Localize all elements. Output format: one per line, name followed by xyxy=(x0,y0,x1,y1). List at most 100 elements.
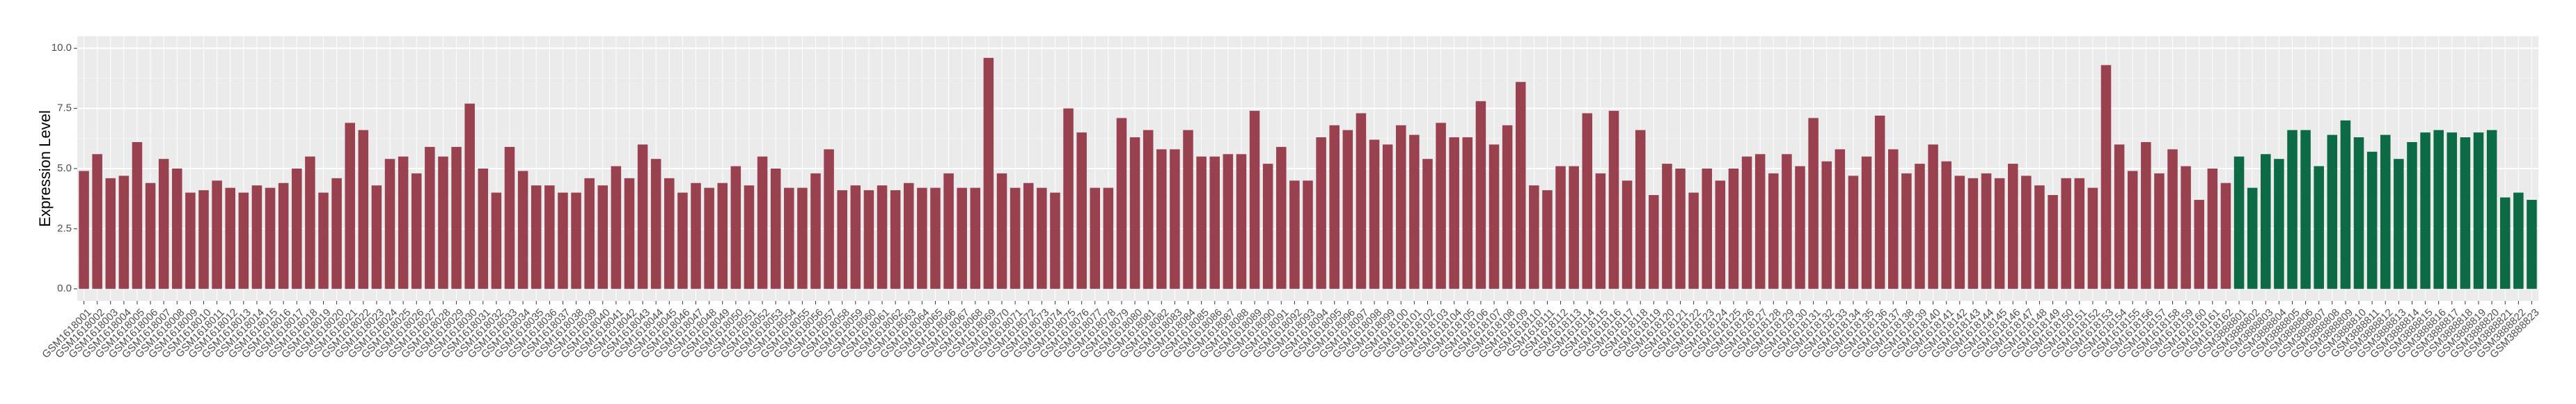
bar xyxy=(2366,151,2378,289)
y-axis-title: Expression Level xyxy=(36,110,54,227)
bar xyxy=(1941,161,1951,289)
bar xyxy=(1236,154,1247,289)
bar xyxy=(1063,108,1074,289)
bar xyxy=(1569,166,1579,289)
bar xyxy=(1874,116,1885,289)
bar xyxy=(1808,118,1819,289)
y-tick-label: 5.0 xyxy=(57,162,72,174)
bar xyxy=(983,58,994,289)
bar xyxy=(1449,137,1459,289)
bar xyxy=(1715,180,1726,289)
bar xyxy=(278,182,289,289)
bar xyxy=(265,187,276,289)
bar xyxy=(2127,171,2138,289)
bar xyxy=(1741,156,1752,289)
bar xyxy=(1276,146,1287,289)
bar xyxy=(118,176,129,289)
bar xyxy=(185,192,196,289)
bar xyxy=(2074,178,2085,289)
bar xyxy=(451,146,462,289)
bar xyxy=(158,159,169,289)
bar xyxy=(1170,149,1180,289)
bar xyxy=(371,185,382,289)
y-tick-label: 0.0 xyxy=(57,283,72,295)
bar xyxy=(2340,120,2351,289)
bar xyxy=(398,156,409,289)
bar xyxy=(2486,130,2497,289)
bar xyxy=(2447,132,2458,289)
bar xyxy=(318,192,329,289)
bar xyxy=(1861,156,1872,289)
bar xyxy=(1156,149,1167,289)
bar xyxy=(198,190,209,289)
bar xyxy=(624,178,635,289)
bar xyxy=(225,187,236,289)
bar xyxy=(1675,169,1686,289)
bar xyxy=(1489,144,1500,289)
bar xyxy=(251,185,262,289)
y-tick-label: 7.5 xyxy=(57,102,72,114)
bar xyxy=(2021,176,2032,289)
bar xyxy=(1422,159,1433,289)
bar xyxy=(1037,187,1047,289)
bar xyxy=(1249,111,1260,289)
bar xyxy=(770,169,781,289)
bar xyxy=(2048,195,2058,289)
bar xyxy=(2274,159,2284,289)
bar xyxy=(1968,178,1979,289)
bar xyxy=(850,185,861,289)
bar xyxy=(784,187,794,289)
bar xyxy=(1395,125,1406,289)
bar xyxy=(917,187,927,289)
bar xyxy=(2460,137,2471,289)
bar xyxy=(1542,190,1553,289)
bar xyxy=(132,142,143,289)
bar xyxy=(957,187,967,289)
bar xyxy=(2194,199,2205,289)
bar xyxy=(1621,180,1633,289)
bar xyxy=(1768,173,1779,289)
bar xyxy=(464,103,475,289)
bar xyxy=(1688,192,1699,289)
bar xyxy=(2100,65,2112,289)
bar xyxy=(2233,156,2245,289)
bar xyxy=(1702,169,1713,289)
bar xyxy=(2499,197,2511,289)
bar xyxy=(411,173,422,289)
bar xyxy=(425,146,435,289)
bar xyxy=(1196,156,1207,289)
bar xyxy=(2380,134,2391,289)
bar xyxy=(2141,142,2151,289)
bar xyxy=(1782,154,1792,289)
bar xyxy=(1289,180,1300,289)
bar xyxy=(2353,137,2364,289)
bar xyxy=(890,190,901,289)
bar xyxy=(504,146,515,289)
bar xyxy=(79,171,89,289)
bar xyxy=(1129,137,1140,289)
bar xyxy=(1369,139,1380,289)
bar xyxy=(717,182,728,289)
bar xyxy=(558,192,568,289)
bar xyxy=(903,182,914,289)
bar xyxy=(2154,173,2165,289)
bar xyxy=(292,169,302,289)
bar xyxy=(1183,130,1193,289)
y-tick-label: 10.0 xyxy=(52,42,72,54)
bar xyxy=(1582,113,1593,289)
bar xyxy=(331,178,342,289)
bar xyxy=(2433,130,2444,289)
bar xyxy=(1754,154,1766,289)
bar xyxy=(1529,185,1539,289)
bar xyxy=(1342,130,1353,289)
bar xyxy=(1981,173,1992,289)
bar xyxy=(1116,118,1127,289)
bar xyxy=(1662,164,1672,289)
bar xyxy=(2300,130,2311,289)
bar xyxy=(1209,156,1220,289)
bar xyxy=(1595,173,1606,289)
bar xyxy=(1103,187,1114,289)
bar xyxy=(691,182,701,289)
bar xyxy=(1649,195,1659,289)
bar xyxy=(172,169,182,289)
